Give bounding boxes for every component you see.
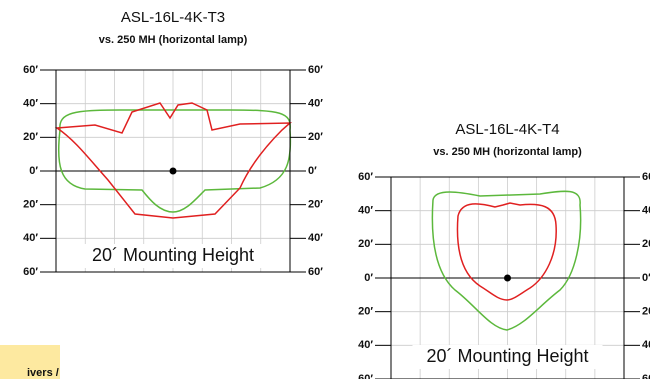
right-tick-label: 40′: [642, 205, 650, 217]
right-tick-label: 60′: [642, 373, 650, 379]
panel: 60′ 40′ 20′ 0′ 20′ 40′ 60′ 60′ 40′ 20′ 0′ 20′ 40′ 60′…: [23, 9, 323, 278]
left-tick-label: 40′: [358, 205, 373, 217]
red-isoline: [54, 102, 293, 219]
left-tick-label: 0′: [29, 165, 38, 177]
left-tick-label: 40′: [358, 339, 373, 351]
label-bg: [78, 244, 268, 268]
right-tick-label: 40′: [308, 232, 323, 244]
luminaire-point: [169, 167, 177, 175]
red-isoline: [456, 202, 557, 301]
right-tick-label: 20′: [308, 131, 323, 143]
right-tick-label: 0′: [642, 272, 650, 284]
left-tick-label: 20′: [23, 131, 38, 143]
right-tick-label: 60′: [308, 64, 323, 76]
panel-subtitle: vs. 250 MH (horizontal lamp): [99, 34, 248, 46]
right-tick-label: 40′: [308, 98, 323, 110]
right-tick-label: 60′: [642, 171, 650, 183]
label-bg: [412, 345, 603, 369]
left-tick-label: 0′: [364, 272, 373, 284]
left-tick-label: 20′: [358, 238, 373, 250]
left-tick-label: 60′: [358, 373, 373, 379]
mounting-height-label: 20´ Mounting Height: [92, 245, 254, 265]
green-isoline: [431, 190, 582, 331]
right-tick-label: 0′: [308, 165, 317, 177]
left-tick-label: 60′: [23, 266, 38, 278]
right-tick-label: 20′: [308, 199, 323, 211]
panel-title: ASL-16L-4K-T3: [121, 9, 225, 26]
mounting-height-label: 20´ Mounting Height: [426, 346, 588, 366]
left-tick-label: 40′: [23, 98, 38, 110]
left-tick-label: 40′: [23, 232, 38, 244]
right-tick-label: 20′: [642, 306, 650, 318]
left-tick-label: 20′: [358, 306, 373, 318]
right-tick-label: 60′: [308, 266, 323, 278]
right-tick-label: 40′: [642, 339, 650, 351]
right-tick-label: 20′: [642, 238, 650, 250]
left-tick-label: 60′: [23, 64, 38, 76]
note-text: ivers /: [27, 367, 59, 379]
panel: 60′ 40′ 20′ 0′ 20′ 40′ 60′ 60′ 40′ 20′ 0′ 20′ 40′ 60′…: [358, 121, 650, 379]
note-box: [0, 345, 60, 379]
panel-title: ASL-16L-4K-T4: [455, 121, 559, 138]
left-tick-label: 60′: [358, 171, 373, 183]
left-tick-label: 20′: [23, 199, 38, 211]
luminaire-point: [504, 274, 511, 282]
panel-subtitle: vs. 250 MH (horizontal lamp): [433, 146, 582, 158]
